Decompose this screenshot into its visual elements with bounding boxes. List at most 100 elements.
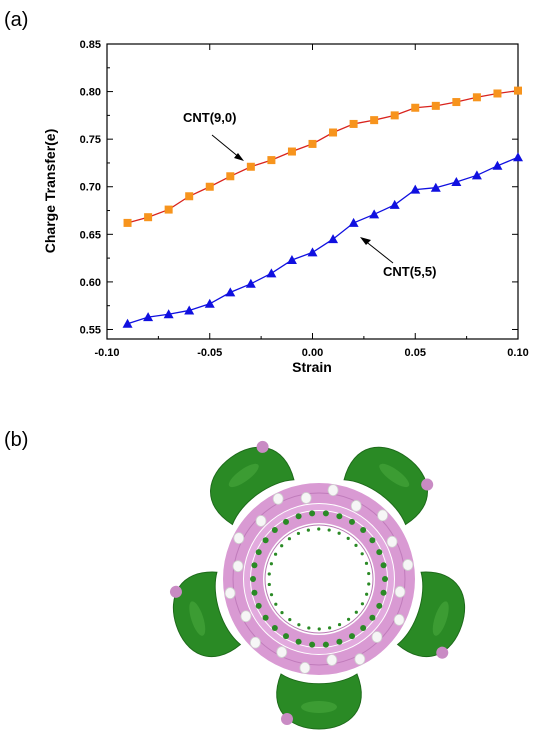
y-tick-label: 0.80 [80, 87, 101, 99]
inner-bond [255, 549, 262, 556]
inner-bond [382, 576, 388, 582]
inner-bond [271, 625, 278, 632]
y-axis-title: Charge Transfer(e) [42, 129, 58, 253]
inner-bond [360, 625, 367, 632]
green-lobe [169, 571, 242, 657]
data-point-square [246, 162, 255, 171]
inner-bond [380, 562, 387, 569]
inner-bond-small [365, 592, 369, 596]
atom [394, 585, 406, 598]
inner-bond [283, 518, 289, 525]
atom [276, 646, 288, 658]
data-point-square [308, 139, 317, 148]
atom [393, 613, 405, 626]
inner-bond [336, 513, 343, 520]
data-point-square [329, 128, 338, 137]
green-lobe [210, 440, 295, 526]
inner-bond-small [346, 617, 351, 621]
inner-bond [251, 562, 258, 569]
atom [377, 509, 389, 522]
data-point-square [370, 116, 379, 125]
data-point-square [226, 172, 235, 181]
data-point-square [267, 156, 276, 165]
inner-bond-small [296, 531, 301, 536]
atom [233, 532, 245, 545]
data-point-triangle [122, 318, 133, 328]
data-point-triangle [143, 312, 154, 322]
inner-bond [360, 526, 367, 533]
data-point-triangle [430, 182, 441, 192]
data-point-square [411, 103, 420, 112]
inner-bond [380, 589, 387, 596]
data-point-triangle [492, 160, 503, 170]
y-axis-ticks: 0.55 0.60 0.65 0.70 0.75 0.80 0.85 [80, 39, 518, 336]
data-point-square [185, 192, 194, 201]
inner-bond [295, 513, 302, 520]
inner-bond [349, 518, 355, 525]
inner-bond-small [360, 602, 365, 606]
inner-bond [251, 589, 258, 596]
plot-frame [106, 43, 519, 340]
inner-bond-small [354, 610, 358, 614]
atom [224, 587, 236, 599]
inner-bond [271, 526, 278, 533]
y-tick-label: 0.75 [80, 134, 101, 146]
x-tick-label: -0.05 [197, 347, 222, 359]
annotation-arrow-cnt-9-0 [211, 134, 244, 161]
data-point-square [205, 182, 214, 191]
inner-bond [349, 633, 355, 640]
inner-bond-small [273, 552, 278, 556]
y-tick-label: 0.70 [80, 182, 101, 194]
inner-bond-small [274, 602, 278, 606]
white-atoms [224, 484, 414, 674]
inner-bond-small [280, 544, 284, 548]
inner-bond-small [327, 528, 331, 532]
data-point-triangle [225, 287, 236, 297]
inner-bond-small [337, 622, 342, 627]
data-point-triangle [286, 255, 297, 265]
inner-bond-small [317, 627, 321, 631]
data-point-triangle [204, 298, 215, 308]
green-isosurface-lobes [169, 440, 466, 730]
data-point-triangle [389, 199, 400, 209]
data-point-triangle [266, 268, 277, 278]
x-tick-label: 0.00 [302, 347, 323, 359]
green-lobe [343, 446, 434, 526]
data-point-triangle [471, 170, 482, 180]
green-lobe [396, 571, 466, 659]
inner-bond [376, 549, 383, 556]
data-point-square [287, 147, 296, 156]
data-point-triangle [163, 309, 174, 319]
inner-bond-small [267, 572, 271, 576]
inner-bond-small [360, 552, 364, 556]
data-point-square [144, 213, 153, 222]
series-line-1 [127, 156, 519, 325]
cnt-charge-density-illustration [169, 440, 466, 730]
green-lobe [276, 673, 362, 730]
inner-bond-small [328, 626, 332, 630]
data-point-triangle [348, 217, 359, 227]
inner-bond-small [269, 562, 273, 566]
atom [232, 560, 244, 573]
inner-bond-small [367, 582, 371, 586]
inner-bond-small [317, 527, 321, 531]
inner-bond [369, 537, 376, 544]
x-tick-label: 0.05 [405, 347, 426, 359]
inner-bond [250, 576, 256, 582]
data-point-square [452, 98, 461, 107]
inner-bond [262, 537, 269, 544]
data-point-triangle [184, 305, 195, 315]
atom [354, 653, 366, 666]
y-tick-label: 0.65 [80, 229, 101, 241]
inner-bond [309, 641, 316, 648]
data-point-triangle [328, 234, 339, 244]
data-point-square [431, 101, 440, 110]
atom [350, 500, 362, 512]
data-point-triangle [369, 209, 380, 219]
atom [300, 492, 312, 504]
inner-bond-small [307, 626, 311, 630]
data-point-square [514, 86, 522, 95]
atom [371, 631, 383, 643]
panel-label-a: (a) [4, 9, 28, 31]
